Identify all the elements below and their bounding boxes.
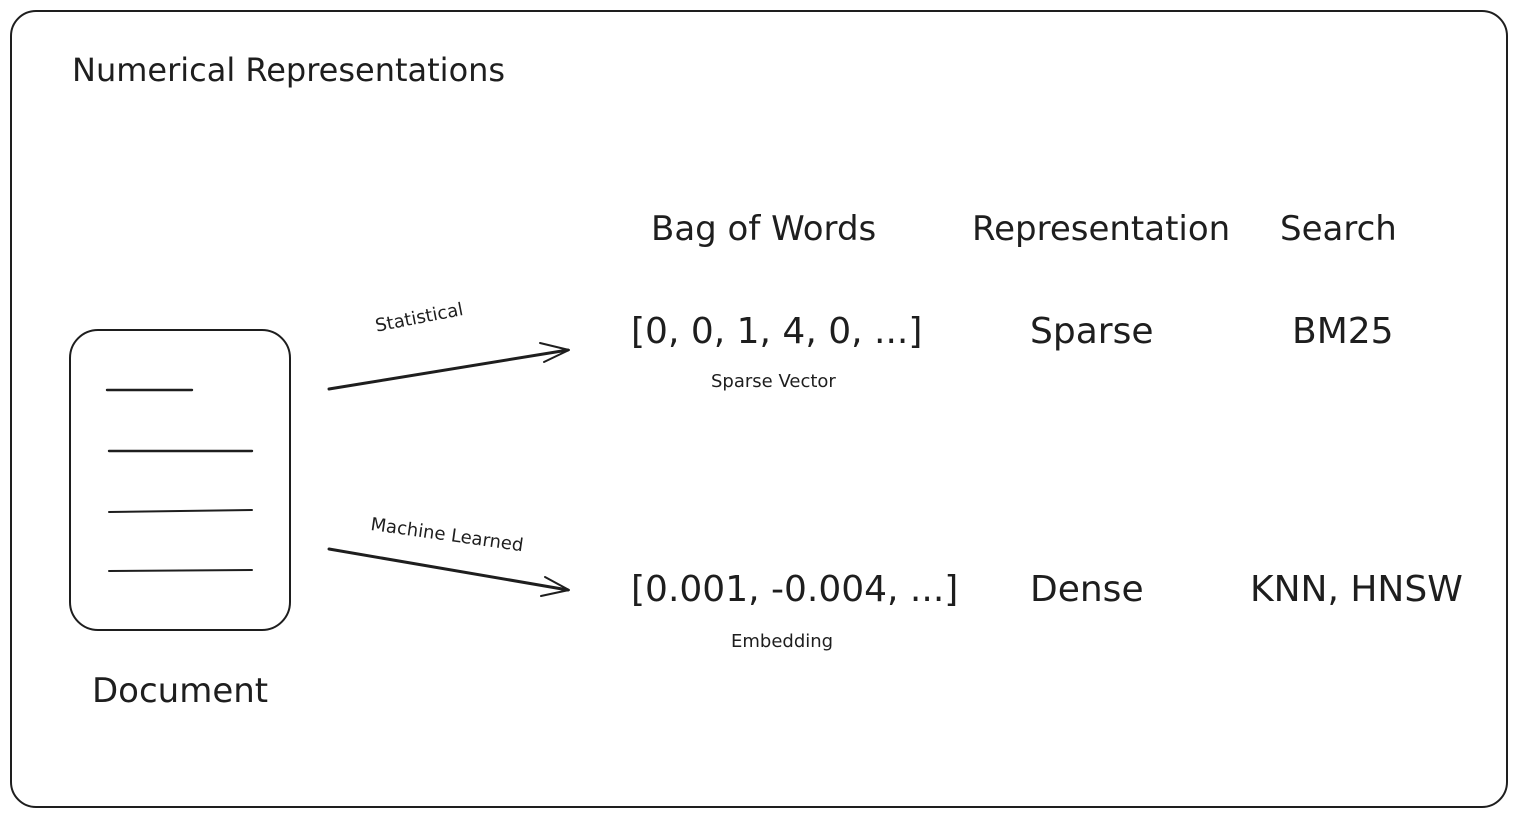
diagram-title: Numerical Representations [72,51,506,89]
embedding-label: Embedding [731,631,834,652]
sparse-vector-label: Sparse Vector [711,371,836,392]
header-search: Search [1280,209,1397,249]
header-representation: Representation [972,209,1231,249]
document-label: Document [92,671,269,711]
embedding-value: [0.001, -0.004, ...] [631,569,959,610]
sparse-vector-value: [0, 0, 1, 4, 0, ...] [631,311,923,352]
search-knn-hnsw: KNN, HNSW [1250,569,1463,610]
diagram-frame [10,10,1508,808]
arrow-machine-learned [327,547,570,597]
search-bm25: BM25 [1292,311,1394,352]
document-line [108,509,253,513]
representation-dense: Dense [1030,569,1144,610]
header-bag-of-words: Bag of Words [651,209,877,249]
document-line [108,569,253,572]
arrow-statistical [327,342,570,391]
representation-sparse: Sparse [1030,311,1154,352]
document-icon [69,329,291,631]
